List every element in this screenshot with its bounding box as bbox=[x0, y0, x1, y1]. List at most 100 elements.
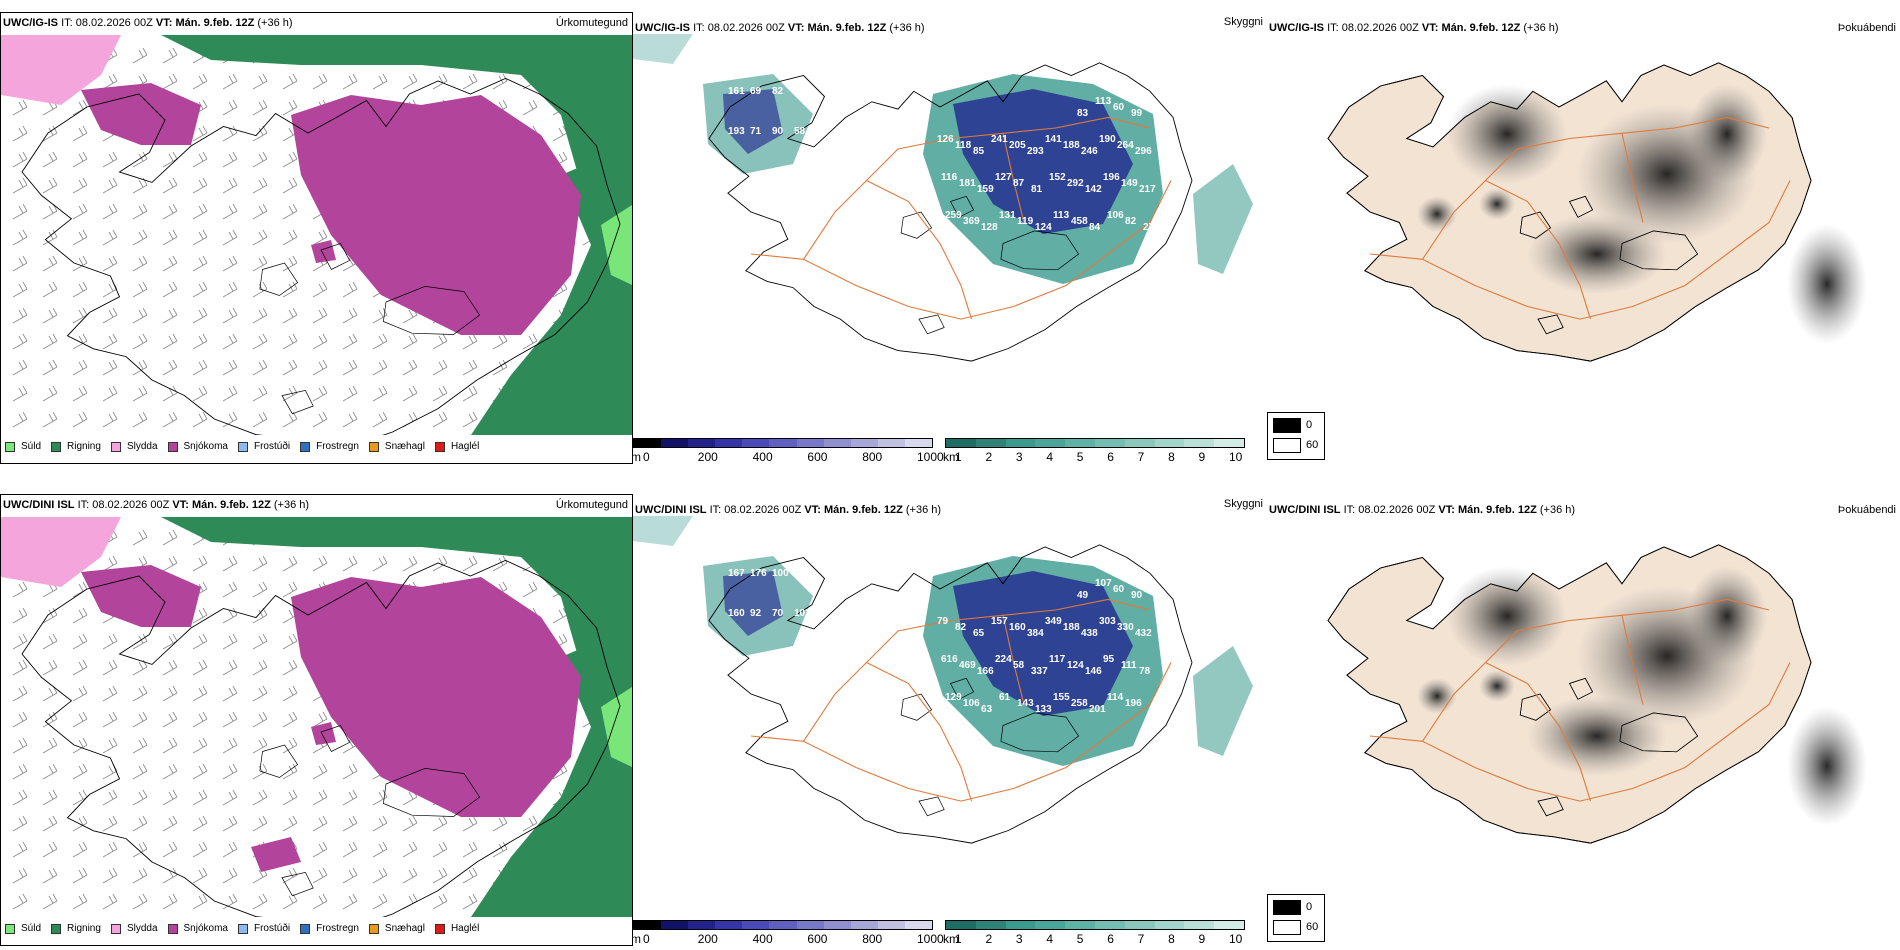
wind-barb bbox=[432, 359, 448, 376]
colorbar-tick: 6 bbox=[1107, 450, 1114, 464]
visibility-value-label: 152 bbox=[1049, 172, 1066, 183]
wind-barb bbox=[132, 711, 148, 728]
legend-label: Súld bbox=[21, 923, 42, 934]
colorbar-tick: 200 bbox=[697, 450, 718, 464]
wind-barb bbox=[132, 737, 148, 754]
wind-barb bbox=[222, 203, 238, 220]
visibility-value-label: 60 bbox=[1113, 102, 1125, 113]
wind-barb bbox=[252, 229, 268, 246]
wind-barb bbox=[462, 555, 478, 572]
legend-label: Frostúði bbox=[253, 923, 291, 934]
wind-barb bbox=[282, 633, 298, 650]
road-line bbox=[1002, 615, 1025, 705]
visibility-value-label: 129 bbox=[945, 692, 962, 703]
visibility-value-label: 146 bbox=[1085, 666, 1102, 677]
legend-swatch bbox=[167, 923, 178, 934]
wind-barb bbox=[282, 789, 298, 806]
legend-swatch bbox=[300, 441, 311, 452]
wind-barb bbox=[102, 255, 118, 272]
wind-barb bbox=[222, 659, 238, 676]
wind-barb bbox=[282, 893, 298, 910]
wind-barb bbox=[42, 815, 58, 832]
wind-barb bbox=[402, 385, 418, 402]
wind-barb bbox=[252, 177, 268, 194]
wind-barb bbox=[222, 581, 238, 598]
wind-barb bbox=[192, 125, 208, 142]
wind-barb bbox=[132, 151, 148, 168]
road-line bbox=[1002, 133, 1025, 223]
glacier-outline bbox=[1519, 211, 1552, 239]
colorbar-unit: m bbox=[633, 932, 641, 946]
wind-barb bbox=[372, 841, 388, 858]
wind-barb bbox=[42, 177, 58, 194]
road-line bbox=[1422, 116, 1770, 260]
snow-area bbox=[291, 577, 581, 817]
wind-barb bbox=[252, 359, 268, 376]
visibility-value-label: 113 bbox=[1053, 210, 1070, 221]
wind-barb bbox=[372, 815, 388, 832]
wind-barb bbox=[132, 307, 148, 324]
drizzle-area bbox=[601, 687, 632, 767]
glacier-outline bbox=[1619, 230, 1699, 271]
wind-barb bbox=[342, 385, 358, 402]
wind-barb bbox=[102, 659, 118, 676]
visibility-value-label: 84 bbox=[1089, 222, 1101, 233]
legend-item: Súld bbox=[5, 923, 41, 934]
wind-barb bbox=[42, 255, 58, 272]
wind-barb bbox=[432, 867, 448, 884]
visibility-value-label: 196 bbox=[1103, 172, 1120, 183]
visibility-value-label: 246 bbox=[1081, 146, 1098, 157]
visibility-value-label: 127 bbox=[995, 172, 1012, 183]
visibility-km-area bbox=[633, 34, 693, 64]
wind-barb bbox=[282, 73, 298, 90]
wind-barb bbox=[102, 815, 118, 832]
wind-barb bbox=[462, 815, 478, 832]
wind-barb bbox=[42, 151, 58, 168]
fog-indicator-area bbox=[1447, 566, 1567, 666]
visibility-value-label: 79 bbox=[937, 616, 949, 627]
wind-barb bbox=[312, 73, 328, 90]
panel-title: UWC/IG-IS IT: 08.02.2026 00Z VT: Mán. 9.… bbox=[635, 22, 925, 34]
wind-barb bbox=[252, 151, 268, 168]
wind-barb bbox=[342, 333, 358, 350]
legend-swatch bbox=[110, 441, 121, 452]
colorbar-tick: 0 bbox=[643, 932, 650, 946]
visibility-value-label: 224 bbox=[995, 654, 1012, 665]
fog-legend-label: 60 bbox=[1306, 921, 1319, 933]
precip-map bbox=[1, 517, 632, 917]
wind-barb bbox=[192, 151, 208, 168]
rain-area bbox=[161, 35, 632, 185]
wind-barb bbox=[402, 841, 418, 858]
road-line bbox=[1485, 180, 1592, 320]
visibility-value-label: 181 bbox=[959, 178, 976, 189]
road-line bbox=[1369, 180, 1791, 320]
colorbar-tick: 6 bbox=[1107, 932, 1114, 946]
wind-barb bbox=[42, 359, 58, 376]
wind-barb bbox=[402, 359, 418, 376]
wind-barb bbox=[12, 333, 28, 350]
wind-barb bbox=[192, 177, 208, 194]
wind-barb bbox=[102, 177, 118, 194]
colorbar-unit: km bbox=[943, 932, 959, 946]
visibility-value-label: 85 bbox=[973, 146, 985, 157]
wind-barb bbox=[132, 685, 148, 702]
wind-barb bbox=[372, 333, 388, 350]
glacier-outline bbox=[320, 725, 351, 752]
wind-barb bbox=[132, 359, 148, 376]
wind-barb bbox=[42, 867, 58, 884]
sleet-area bbox=[1, 517, 121, 587]
visibility-value-label: 167 bbox=[728, 568, 745, 579]
wind-barb bbox=[192, 359, 208, 376]
wind-barb bbox=[12, 411, 28, 428]
wind-barb bbox=[42, 841, 58, 858]
wind-barb bbox=[72, 203, 88, 220]
road-line bbox=[803, 116, 1151, 260]
wind-barb bbox=[162, 737, 178, 754]
wind-barb bbox=[282, 815, 298, 832]
wind-barb bbox=[102, 711, 118, 728]
wind-barb bbox=[312, 411, 328, 428]
wind-barb bbox=[12, 359, 28, 376]
legend-swatch bbox=[110, 923, 121, 934]
wind-barb bbox=[282, 203, 298, 220]
